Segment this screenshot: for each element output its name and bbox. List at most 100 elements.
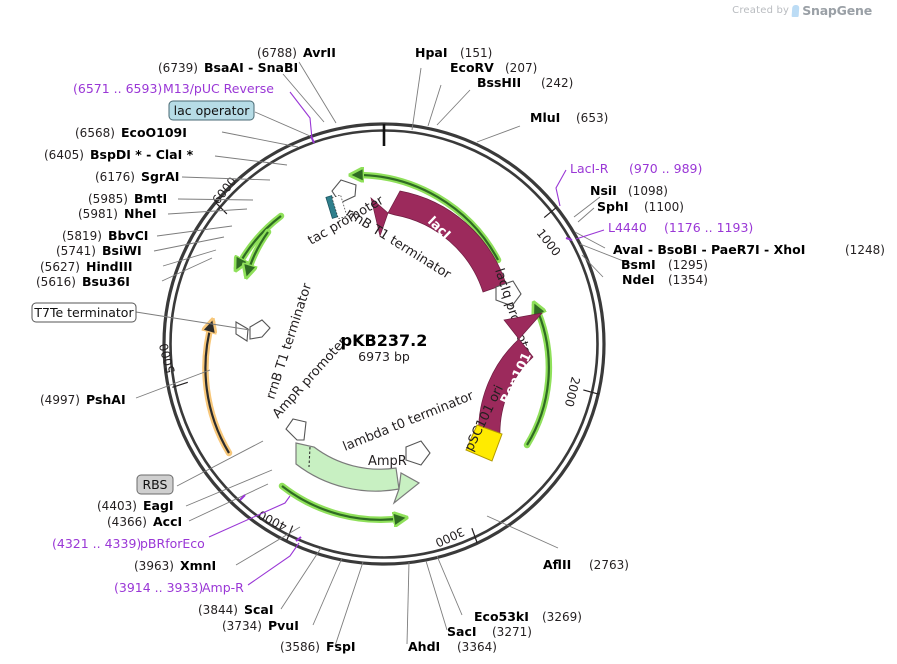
enzyme-label-AvrII[interactable]: (6788) AvrII xyxy=(257,45,336,60)
enzyme-pos-BspDI: (6405) xyxy=(44,148,84,162)
plasmid-title-group: pKB237.2 6973 bp xyxy=(341,331,428,364)
arc-upperleft-2-core xyxy=(247,231,269,275)
enzyme-label-BsaAI-SnaBI[interactable]: (6739) BsaAI - SnaBI xyxy=(158,60,298,75)
enzyme-label-PshAI[interactable]: (4997) PshAI xyxy=(40,392,126,407)
enzyme-label-AflII[interactable]: AflII (2763) xyxy=(543,557,629,572)
enzyme-name-NsiI: NsiI xyxy=(590,183,617,198)
enzyme-pos-Eco53kI: (3269) xyxy=(542,610,582,624)
plasmid-backbone xyxy=(162,122,606,566)
enzyme-label-BmtI[interactable]: (5985) BmtI xyxy=(88,191,167,206)
primer-label-pBRforEco[interactable]: (4321 .. 4339) pBRforEco xyxy=(52,536,205,551)
enzyme-name-EcoRV: EcoRV xyxy=(450,60,494,75)
boxed-label-text-RBS: RBS xyxy=(143,477,168,492)
enzyme-name-AhdI: AhdI xyxy=(408,639,440,654)
enzyme-label-EagI[interactable]: (4403) EagI xyxy=(97,498,174,513)
enzyme-label-HindIII[interactable]: (5627) HindIII xyxy=(40,259,133,274)
enzyme-label-MluI[interactable]: MluI (653) xyxy=(530,110,608,125)
rrnB-T1-left-marker xyxy=(235,319,271,342)
enzyme-label-Bsu36I[interactable]: (5616) Bsu36I xyxy=(36,274,130,289)
enzyme-label-BspDI-ClaI[interactable]: (6405) BspDI * - ClaI * xyxy=(44,147,194,162)
Rep101-arrow-shape xyxy=(478,312,543,443)
enzyme-label-SacI[interactable]: SacI (3271) xyxy=(447,624,532,639)
boxed-label-lac-operator[interactable]: lac operator xyxy=(168,100,255,121)
enzyme-pos-Bsu36I: (5616) xyxy=(36,275,76,289)
enzyme-pos-NheI: (5981) xyxy=(78,207,118,221)
enzyme-label-AvaI-BsoBI-PaeR7I-XhoI[interactable]: AvaI - BsoBI - PaeR7I - XhoI (1248) xyxy=(613,242,885,257)
enzyme-pos-PshAI: (4997) xyxy=(40,393,80,407)
enzyme-pos-BsaAI: (6739) xyxy=(158,61,198,75)
lambda-t0-marker xyxy=(405,440,431,466)
enzyme-name-SphI: SphI xyxy=(597,199,629,214)
enzyme-label-EcoO109I[interactable]: (6568) EcoO109I xyxy=(75,125,187,140)
feature-AmpR[interactable]: AmpR xyxy=(295,442,421,505)
enzyme-pos-NsiI: (1098) xyxy=(628,184,668,198)
enzyme-name-BsmI: BsmI xyxy=(621,257,656,272)
credit-brand: SnapGene xyxy=(802,3,872,18)
enzyme-label-NheI[interactable]: (5981) NheI xyxy=(78,206,157,221)
primer-label-M13-pUC-Reverse[interactable]: (6571 .. 6593) M13/pUC Reverse xyxy=(73,81,274,96)
enzyme-label-ScaI[interactable]: (3844) ScaI xyxy=(198,602,274,617)
arc-left-orange-halo xyxy=(202,318,233,457)
primer-name-Amp-R: Amp-R xyxy=(202,580,244,595)
enzyme-label-PvuI[interactable]: (3734) PvuI xyxy=(222,618,299,633)
enzyme-pos-AvaI: (1248) xyxy=(845,243,885,257)
enzyme-label-SgrAI[interactable]: (6176) SgrAI xyxy=(95,169,179,184)
enzyme-label-AccI[interactable]: (4366) AccI xyxy=(107,514,182,529)
AmpR-arrow-shape xyxy=(295,442,421,505)
enzyme-label-EcoRV[interactable]: EcoRV (207) xyxy=(450,60,537,75)
enzyme-name-Bsu36I: Bsu36I xyxy=(82,274,130,289)
enzyme-name-SacI: SacI xyxy=(447,624,477,639)
enzyme-pos-AflII: (2763) xyxy=(589,558,629,572)
enzyme-label-XmnI[interactable]: (3963) XmnI xyxy=(134,558,216,573)
enzyme-name-EcoO109I: EcoO109I xyxy=(121,125,187,140)
enzyme-label-NsiI[interactable]: NsiI (1098) xyxy=(590,183,668,198)
enzyme-name-AvaI: AvaI - BsoBI - PaeR7I - XhoI xyxy=(613,242,805,257)
enzyme-label-BsiWI[interactable]: (5741) BsiWI xyxy=(56,243,142,258)
enzyme-label-AhdI[interactable]: AhdI (3364) xyxy=(408,639,497,654)
tick-label-5000: 5000 xyxy=(156,342,177,375)
enzyme-label-BsmI[interactable]: BsmI (1295) xyxy=(621,257,708,272)
primer-label-Amp-R[interactable]: (3914 .. 3933) Amp-R xyxy=(114,580,244,595)
AmpR-promoter-marker xyxy=(285,418,307,441)
enzyme-pos-SacI: (3271) xyxy=(492,625,532,639)
arc-rep101-core xyxy=(526,305,550,446)
enzyme-pos-BssHII: (242) xyxy=(541,76,573,90)
enzyme-pos-BmtI: (5985) xyxy=(88,192,128,206)
boxed-label-RBS[interactable]: RBS xyxy=(136,474,174,495)
enzyme-label-HpaI[interactable]: HpaI (151) xyxy=(415,45,492,60)
enzyme-label-SphI[interactable]: SphI (1100) xyxy=(597,199,684,214)
feature-lambda-t0-terminator[interactable]: lambda t0 terminator xyxy=(341,388,477,466)
lac-operator-box xyxy=(168,100,255,121)
enzyme-label-FspI[interactable]: (3586) FspI xyxy=(280,639,356,654)
plasmid-name: pKB237.2 xyxy=(341,331,428,350)
enzyme-label-NdeI[interactable]: NdeI (1354) xyxy=(622,272,708,287)
enzyme-pos-HindIII: (5627) xyxy=(40,260,80,274)
enzyme-name-BsaAI: BsaAI - SnaBI xyxy=(204,60,298,75)
enzyme-name-FspI: FspI xyxy=(326,639,356,654)
boxed-label-T7Te-terminator[interactable]: T7Te terminator xyxy=(31,302,137,323)
enzyme-pos-PvuI: (3734) xyxy=(222,619,262,633)
plasmid-length: 6973 bp xyxy=(358,349,410,364)
enzyme-label-BssHII[interactable]: BssHII (242) xyxy=(477,75,573,90)
enzyme-name-EagI: EagI xyxy=(143,498,174,513)
enzyme-name-AccI: AccI xyxy=(153,514,182,529)
enzyme-name-BbvCI: BbvCI xyxy=(108,228,148,243)
enzyme-name-BsiWI: BsiWI xyxy=(102,243,142,258)
enzyme-label-BbvCI[interactable]: (5819) BbvCI xyxy=(62,228,148,243)
primer-label-LacI-R[interactable]: LacI-R (970 .. 989) xyxy=(570,161,702,176)
primer-range-M13: (6571 .. 6593) xyxy=(73,81,162,96)
AmpR-internal-divider xyxy=(308,446,311,468)
enzyme-pos-BsiWI: (5741) xyxy=(56,244,96,258)
enzyme-pos-FspI: (3586) xyxy=(280,640,320,654)
tick-label-4000: 4000 xyxy=(256,507,290,533)
enzyme-name-PvuI: PvuI xyxy=(268,618,299,633)
enzyme-label-Eco53kI[interactable]: Eco53kI (3269) xyxy=(474,609,582,624)
primer-label-L4440[interactable]: L4440 (1176 .. 1193) xyxy=(608,220,753,235)
boxed-label-text-lac-operator: lac operator xyxy=(174,103,251,118)
feature-lacI[interactable]: lacI xyxy=(370,190,507,293)
pSC101-ori-block xyxy=(465,424,503,462)
tac-promoter-hatch xyxy=(331,194,348,220)
enzyme-pos-BsmI: (1295) xyxy=(668,258,708,272)
enzyme-name-Eco53kI: Eco53kI xyxy=(474,609,529,624)
